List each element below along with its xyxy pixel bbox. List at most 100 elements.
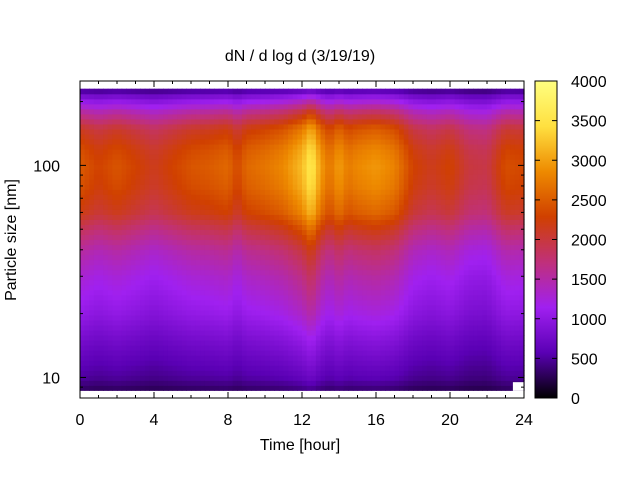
heatmap-cell <box>292 189 298 195</box>
heatmap-cell <box>385 149 391 155</box>
heatmap-cell <box>135 264 141 271</box>
heatmap-cell <box>163 174 169 180</box>
heatmap-cell <box>260 123 266 130</box>
heatmap-cell <box>445 279 451 286</box>
heatmap-cell <box>362 179 368 185</box>
heatmap-cell <box>223 179 229 185</box>
heatmap-cell <box>366 380 372 386</box>
heatmap-cell <box>195 304 201 311</box>
heatmap-cell <box>274 174 280 180</box>
heatmap-cell <box>436 93 442 100</box>
heatmap-cell <box>112 108 118 115</box>
heatmap-cell <box>195 309 201 316</box>
heatmap-cell <box>103 264 109 271</box>
heatmap-cell <box>431 159 437 165</box>
heatmap-cell <box>204 214 211 220</box>
heatmap-cell <box>329 249 335 256</box>
heatmap-cell <box>348 249 354 256</box>
heatmap-cell <box>186 334 192 341</box>
heatmap-cell <box>445 375 451 381</box>
heatmap-cell <box>376 123 382 130</box>
heatmap-cell <box>431 194 437 200</box>
heatmap-cell <box>352 133 359 140</box>
heatmap-cell <box>417 269 423 276</box>
heatmap-cell <box>385 169 391 175</box>
heatmap-cell <box>357 314 363 321</box>
heatmap-cell <box>394 179 400 185</box>
heatmap-cell <box>237 269 243 276</box>
heatmap-cell <box>422 289 428 296</box>
heatmap-cell <box>399 103 405 110</box>
heatmap-cell <box>126 234 132 241</box>
heatmap-cell <box>98 314 104 321</box>
heatmap-cell <box>454 189 460 195</box>
heatmap-cell <box>306 264 312 271</box>
heatmap-cell <box>371 385 377 391</box>
heatmap-cell <box>269 365 275 371</box>
heatmap-cell <box>117 128 123 135</box>
heatmap-cell <box>459 244 465 251</box>
heatmap-cell <box>135 350 141 356</box>
heatmap-cell <box>426 380 433 386</box>
heatmap-cell <box>362 294 368 301</box>
heatmap-cell <box>436 179 442 185</box>
heatmap-cell <box>251 254 257 261</box>
heatmap-cell <box>315 289 322 296</box>
heatmap-cell <box>117 103 123 110</box>
heatmap-cell <box>329 289 335 296</box>
heatmap-cell <box>140 108 146 115</box>
heatmap-cell <box>278 355 285 361</box>
heatmap-cell <box>292 355 298 361</box>
heatmap-cell <box>191 209 197 215</box>
heatmap-cell <box>103 299 109 306</box>
heatmap-cell <box>329 314 335 321</box>
heatmap-cell <box>389 88 396 95</box>
heatmap-cell <box>339 194 345 200</box>
heatmap-cell <box>89 385 95 391</box>
heatmap-cell <box>195 234 201 241</box>
heatmap-cell <box>426 375 433 381</box>
heatmap-cell <box>89 299 95 306</box>
heatmap-cell <box>209 259 215 266</box>
heatmap-cell <box>232 279 238 286</box>
heatmap-cell <box>431 169 437 175</box>
heatmap-cell <box>232 189 238 195</box>
heatmap-cell <box>218 294 224 301</box>
heatmap-cell <box>177 304 183 311</box>
heatmap-cell <box>339 214 345 220</box>
heatmap-cell <box>172 294 178 301</box>
heatmap-cell <box>260 340 266 346</box>
heatmap-cell <box>292 103 298 110</box>
heatmap-cell <box>445 88 451 95</box>
heatmap-cell <box>385 93 391 100</box>
heatmap-cell <box>186 294 192 301</box>
heatmap-cell <box>103 385 109 391</box>
heatmap-cell <box>288 133 294 140</box>
heatmap-cell <box>274 154 280 160</box>
heatmap-cell <box>389 204 396 210</box>
heatmap-cell <box>339 113 345 120</box>
heatmap-cell <box>417 113 423 120</box>
heatmap-cell <box>357 224 363 231</box>
heatmap-cell <box>380 103 386 110</box>
heatmap-cell <box>389 194 396 200</box>
heatmap-cell <box>399 169 405 175</box>
heatmap-cell <box>403 93 409 100</box>
heatmap-cell <box>463 340 470 346</box>
heatmap-cells <box>80 88 525 391</box>
heatmap-cell <box>126 304 132 311</box>
heatmap-cell <box>269 118 275 125</box>
heatmap-cell <box>431 345 437 351</box>
heatmap-cell <box>394 350 400 356</box>
heatmap-cell <box>292 128 298 135</box>
heatmap-cell <box>445 204 451 210</box>
heatmap-cell <box>376 113 382 120</box>
heatmap-cell <box>117 108 123 115</box>
heatmap-cell <box>436 314 442 321</box>
heatmap-cell <box>440 98 446 105</box>
heatmap-cell <box>84 164 90 170</box>
heatmap-cell <box>297 319 303 326</box>
heatmap-cell <box>329 219 335 225</box>
heatmap-cell <box>93 138 100 145</box>
heatmap-cell <box>107 279 113 286</box>
